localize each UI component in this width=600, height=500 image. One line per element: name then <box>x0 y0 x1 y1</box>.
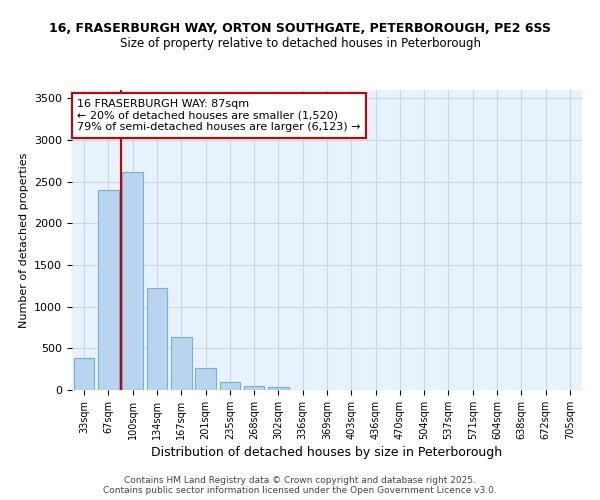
Bar <box>220 382 240 390</box>
Text: Size of property relative to detached houses in Peterborough: Size of property relative to detached ho… <box>119 38 481 51</box>
Text: 16 FRASERBURGH WAY: 87sqm
← 20% of detached houses are smaller (1,520)
79% of se: 16 FRASERBURGH WAY: 87sqm ← 20% of detac… <box>77 99 361 132</box>
Bar <box>146 288 167 390</box>
Bar <box>98 190 119 390</box>
Y-axis label: Number of detached properties: Number of detached properties <box>19 152 29 328</box>
Bar <box>268 386 289 390</box>
Bar <box>171 336 191 390</box>
Bar <box>195 368 216 390</box>
Bar <box>122 172 143 390</box>
Bar <box>74 358 94 390</box>
Text: Contains HM Land Registry data © Crown copyright and database right 2025.
Contai: Contains HM Land Registry data © Crown c… <box>103 476 497 495</box>
X-axis label: Distribution of detached houses by size in Peterborough: Distribution of detached houses by size … <box>151 446 503 459</box>
Text: 16, FRASERBURGH WAY, ORTON SOUTHGATE, PETERBOROUGH, PE2 6SS: 16, FRASERBURGH WAY, ORTON SOUTHGATE, PE… <box>49 22 551 36</box>
Bar <box>244 386 265 390</box>
